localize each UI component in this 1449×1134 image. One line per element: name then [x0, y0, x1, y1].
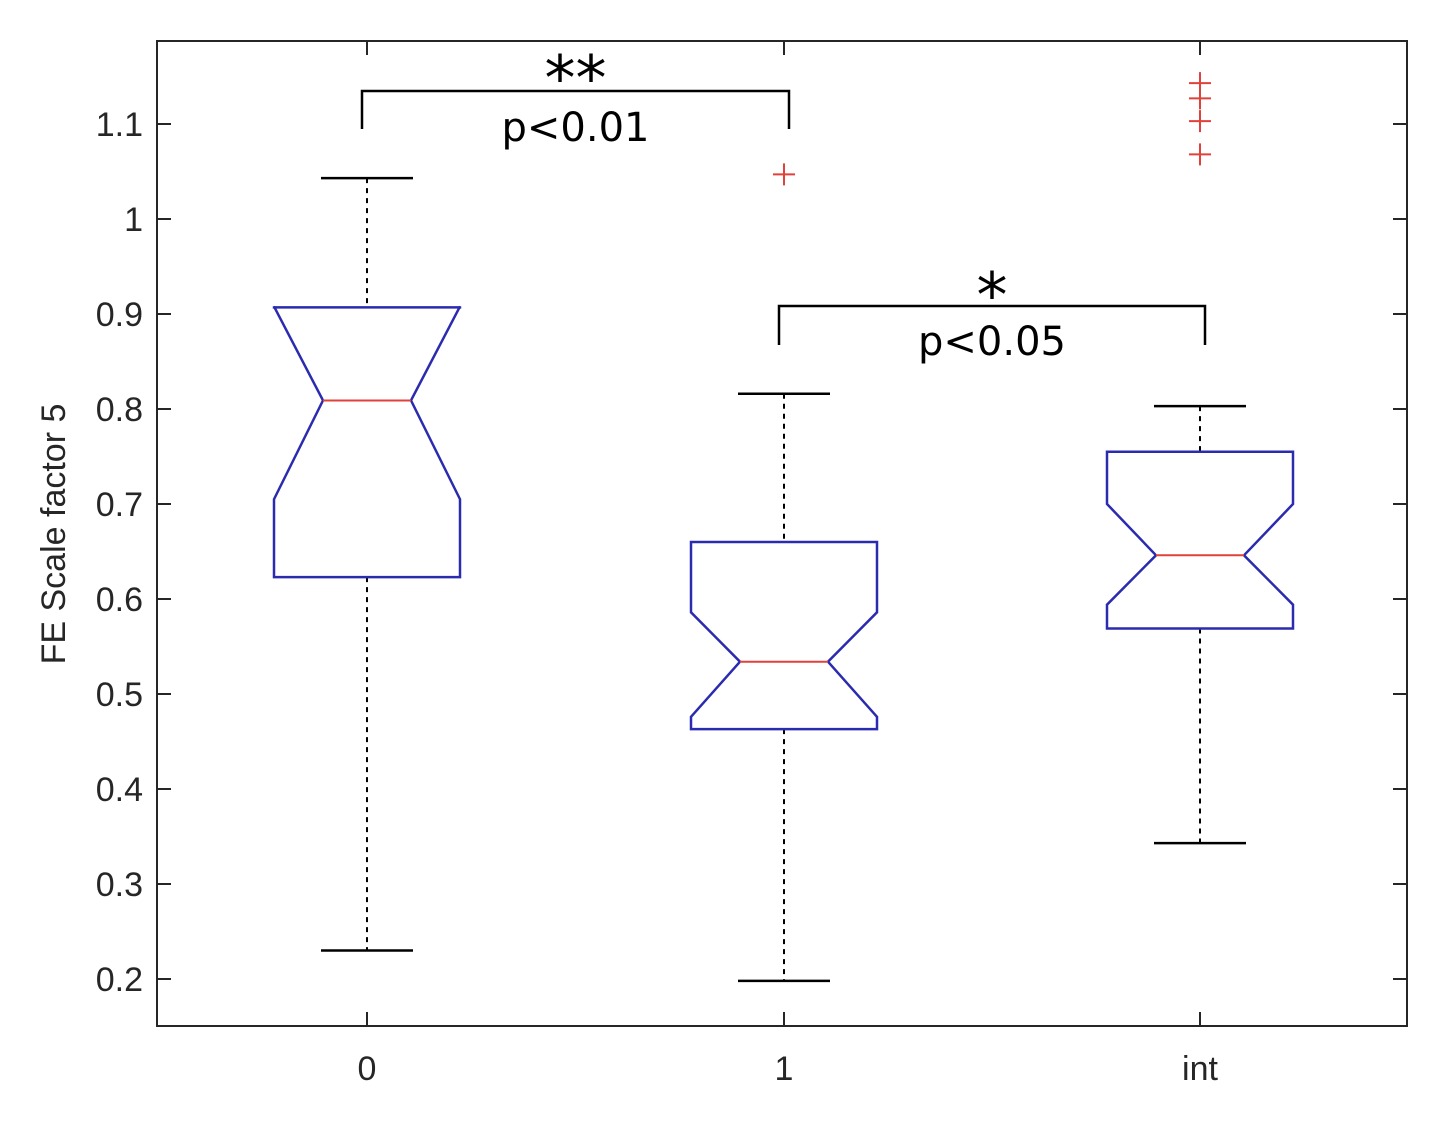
outlier-marker: [773, 163, 795, 186]
bracket-line: [360, 89, 791, 129]
y-axis-label: FE Scale factor 5: [35, 404, 73, 665]
outlier-marker: [1189, 143, 1211, 166]
outlier-marker: [1189, 110, 1211, 133]
y-tick-label: 0.9: [96, 296, 143, 334]
bracket-line: [777, 304, 1207, 345]
box-0: [272, 176, 462, 952]
x-tick-label: int: [1182, 1050, 1218, 1088]
significance-stars: **: [545, 42, 607, 115]
y-tick-label: 0.4: [96, 771, 143, 809]
x-tick-label: 1: [775, 1050, 794, 1088]
p-value-label: p<0.01: [502, 105, 650, 151]
y-tick-label: 1.1: [96, 106, 143, 144]
y-tick-label: 0.5: [96, 676, 143, 714]
notched-box: [272, 305, 462, 579]
y-tick-label: 0.2: [96, 961, 143, 999]
y-tick-label: 0.7: [96, 486, 143, 524]
significance-annotations: **p<0.01 *p<0.05: [360, 42, 1207, 365]
x-axis: 0 1 int: [358, 41, 1219, 1088]
box-int: [1105, 72, 1295, 845]
notched-box: [1105, 450, 1295, 630]
significance-bracket: *p<0.05: [777, 259, 1207, 365]
outlier-marker: [1189, 72, 1211, 95]
y-tick-label: 0.6: [96, 581, 143, 619]
x-tick-label: 0: [358, 1050, 377, 1088]
significance-stars: *: [977, 259, 1008, 332]
y-tick-label: 0.8: [96, 391, 143, 429]
notched-box: [689, 540, 879, 731]
boxplots: [272, 72, 1295, 983]
box-1: [689, 163, 879, 983]
y-tick-label: 1: [124, 201, 143, 239]
y-axis: 0.2 0.3 0.4 0.5 0.6 0.7 0.8 0.9 1 1.1: [96, 106, 1407, 999]
p-value-label: p<0.05: [918, 319, 1066, 365]
y-tick-label: 0.3: [96, 866, 143, 904]
significance-bracket: **p<0.01: [360, 42, 791, 151]
